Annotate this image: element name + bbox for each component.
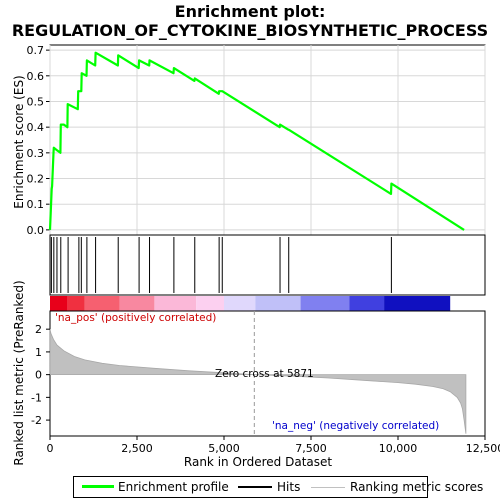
es-ytick-label: 0.6 — [27, 70, 45, 83]
legend-swatch-hits — [238, 486, 272, 488]
es-ytick-label: 0.2 — [27, 173, 45, 186]
es-ytick-label: 0.3 — [27, 147, 45, 160]
es-ytick-label: 0.7 — [27, 44, 45, 57]
na-pos-label: 'na_pos' (positively correlated) — [55, 312, 216, 324]
x-axis-label: Rank in Ordered Dataset — [184, 455, 332, 469]
heat-segment — [300, 296, 350, 311]
legend-swatch-enrichment — [82, 485, 114, 488]
enrichment-profile-line — [48, 51, 465, 231]
heat-segment — [196, 296, 224, 311]
rank-axis-label: Ranked list metric (PreRanked) — [12, 280, 26, 465]
heat-bar — [50, 296, 451, 311]
heat-segment — [255, 296, 301, 311]
rank-ytick-label: -1 — [31, 391, 42, 404]
rank-ytick-label: 1 — [35, 346, 42, 359]
legend-label-hits: Hits — [277, 480, 301, 494]
plot-title-line1: Enrichment plot: — [174, 2, 326, 21]
es-ytick-label: 0.1 — [27, 198, 45, 211]
plot-title-line2: REGULATION_OF_CYTOKINE_BIOSYNTHETIC_PROC… — [11, 21, 489, 40]
rank-ytick-label: -2 — [31, 414, 42, 427]
x-tick-label: 7,500 — [295, 442, 327, 455]
heat-segment — [50, 296, 68, 311]
legend-label-enrichment: Enrichment profile — [118, 480, 229, 494]
heat-segment — [349, 296, 385, 311]
heat-segment — [384, 296, 451, 311]
es-panel: 0.0 0.1 0.2 0.3 0.4 0.5 0.6 0.7 — [27, 44, 486, 237]
zero-cross-label: Zero cross at 5871 — [215, 368, 314, 380]
legend: Enrichment profile Hits Ranking metric s… — [73, 476, 483, 498]
es-plot-frame — [49, 44, 486, 236]
es-axis-label: Enrichment score (ES) — [12, 75, 26, 208]
es-ytick-label: 0.5 — [27, 95, 45, 108]
x-tick-label: 0 — [47, 442, 54, 455]
hits-frame — [49, 234, 486, 296]
rank-ytick-label: 0 — [35, 369, 42, 382]
x-tick-label: 10,000 — [379, 442, 418, 455]
es-ytick-label: 0.0 — [27, 224, 45, 237]
x-tick-label: 5,000 — [208, 442, 240, 455]
x-tick-label: 2,500 — [121, 442, 153, 455]
na-neg-label: 'na_neg' (negatively correlated) — [272, 420, 439, 432]
ranking-metric-area — [49, 329, 467, 434]
x-tick-label: 12,500 — [466, 442, 500, 455]
ranked-metric-panel: -2 -1 0 1 2 'na_pos' (positively correlated) Z… — [31, 310, 500, 455]
rank-ytick-label: 2 — [35, 323, 42, 336]
heat-segment — [67, 296, 85, 311]
heat-segment — [84, 296, 120, 311]
legend-label-metric: Ranking metric scores — [350, 480, 484, 494]
heat-segment — [119, 296, 155, 311]
legend-swatch-metric — [311, 487, 345, 488]
es-ytick-label: 0.4 — [27, 121, 45, 134]
heat-segment — [154, 296, 197, 311]
heat-segment — [224, 296, 256, 311]
hits-panel — [49, 234, 486, 296]
